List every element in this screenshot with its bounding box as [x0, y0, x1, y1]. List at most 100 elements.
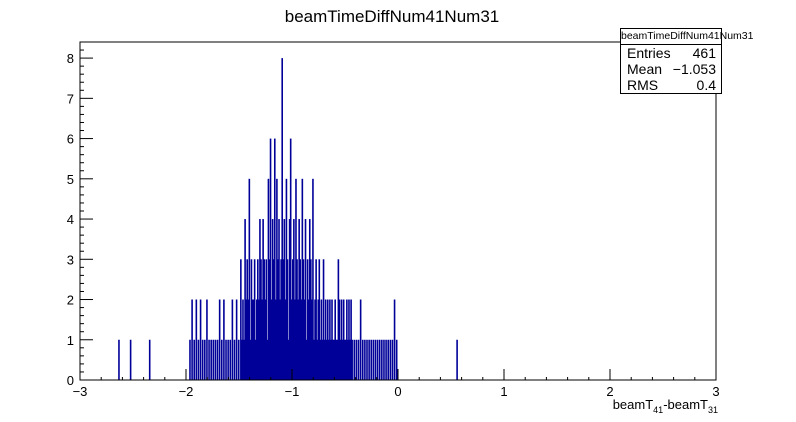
- histogram-bar: [273, 138, 276, 380]
- histogram-bar: [253, 259, 256, 380]
- histogram-bar: [282, 259, 285, 380]
- x-axis-label-sub1: 41: [653, 405, 663, 415]
- histogram-bar: [311, 299, 313, 380]
- histogram-bar: [391, 339, 394, 380]
- histogram-bar: [319, 339, 322, 380]
- histogram-bar: [241, 339, 243, 380]
- stats-rms-value: 0.4: [696, 77, 716, 93]
- stats-row-mean: Mean −1.053: [621, 61, 721, 77]
- histogram-bar: [210, 339, 212, 380]
- histogram-bar: [335, 339, 338, 380]
- histogram-bar: [193, 339, 196, 380]
- chart-title: beamTimeDiffNum41Num31: [285, 7, 499, 26]
- stats-rms-label: RMS: [627, 77, 659, 93]
- y-tick-label: 1: [67, 333, 74, 348]
- histogram-bar: [118, 339, 120, 380]
- x-tick-label: −3: [73, 384, 88, 399]
- histogram-bar: [310, 259, 312, 380]
- histogram-bar: [206, 299, 208, 380]
- histogram-bar: [343, 339, 346, 380]
- histogram-bar: [331, 299, 333, 380]
- histogram-bar: [195, 299, 198, 380]
- histogram-bar: [299, 259, 302, 380]
- x-tick-label: 1: [500, 384, 507, 399]
- stats-mean-label: Mean: [627, 61, 663, 77]
- histogram-bar: [374, 339, 377, 380]
- histogram-bar: [225, 339, 227, 380]
- histogram-bar: [251, 299, 254, 380]
- histogram-bar: [298, 219, 300, 380]
- stats-entries-value: 461: [692, 45, 716, 61]
- histogram-bar: [378, 339, 381, 380]
- histogram-bar: [307, 299, 310, 380]
- histogram-bar: [280, 259, 282, 380]
- y-axis: 0 1 2 3 4 5 6 7 8: [67, 41, 93, 388]
- histogram-bar: [277, 259, 279, 380]
- histogram-bar: [201, 339, 204, 380]
- histogram-bar: [267, 178, 270, 380]
- histogram-bar: [276, 178, 278, 380]
- histogram-bar: [372, 339, 375, 380]
- histogram-bar: [248, 178, 251, 380]
- histogram-bar: [316, 339, 318, 380]
- histogram-bar: [385, 339, 387, 380]
- histogram-bar: [318, 259, 321, 380]
- histogram-bar: [268, 259, 271, 380]
- histogram-bar: [262, 219, 264, 380]
- histogram-bar: [305, 339, 308, 380]
- histogram-bar: [301, 178, 304, 380]
- histogram-bar: [237, 339, 240, 380]
- histogram-bar: [260, 259, 262, 380]
- histogram-bar: [366, 339, 368, 380]
- histogram-bar: [308, 219, 311, 380]
- histogram-bar: [233, 339, 236, 380]
- histogram-bar: [347, 339, 349, 380]
- histogram-bar: [295, 178, 297, 380]
- histogram-bar: [326, 299, 329, 380]
- histogram-bar: [242, 299, 244, 380]
- histogram-bar: [330, 339, 332, 380]
- x-tick-label: −2: [179, 384, 194, 399]
- histogram-bar: [294, 299, 296, 380]
- histogram-bar: [315, 259, 317, 380]
- histogram-bar: [286, 259, 289, 380]
- histogram-bar: [306, 259, 309, 380]
- y-tick-label: 0: [67, 373, 74, 388]
- histogram-bar: [288, 219, 291, 380]
- x-tick-label: 0: [394, 384, 401, 399]
- histogram-bar: [324, 299, 327, 380]
- histogram-bar: [314, 299, 316, 380]
- histogram-bar: [285, 178, 288, 380]
- y-tick-label: 6: [67, 132, 74, 147]
- histogram-bar: [387, 339, 389, 380]
- histogram-bar: [254, 339, 257, 380]
- histogram-bar: [278, 219, 280, 380]
- y-tick-label: 2: [67, 293, 74, 308]
- x-tick-label: 3: [712, 384, 719, 399]
- stats-box: beamTimeDiffNum41Num31 Entries 461 Mean …: [620, 28, 753, 94]
- histogram-bar: [220, 339, 223, 380]
- histogram-bar: [265, 259, 268, 380]
- histogram-bar: [345, 339, 347, 380]
- histogram-bar: [189, 339, 191, 380]
- histogram-bar: [255, 299, 258, 380]
- histogram-bar: [287, 339, 290, 380]
- histogram-bar: [389, 339, 392, 380]
- histogram-bar: [312, 178, 314, 380]
- histogram-bar: [293, 219, 295, 380]
- stats-mean-value: −1.053: [672, 61, 716, 77]
- histogram-bar: [214, 339, 217, 380]
- y-tick-label: 8: [67, 51, 74, 66]
- histogram-bar: [218, 299, 221, 380]
- histogram-bar: [341, 339, 344, 380]
- histogram-bar: [381, 339, 383, 380]
- histogram-bar: [284, 299, 287, 380]
- histogram-bar: [368, 339, 370, 380]
- histogram-bar: [337, 259, 340, 380]
- histogram-bar: [223, 299, 225, 380]
- histogram-bar: [364, 339, 366, 380]
- histogram-bar: [313, 339, 315, 380]
- x-tick-label: 2: [606, 384, 613, 399]
- histogram-bar: [350, 299, 352, 380]
- histogram-bar: [247, 299, 250, 380]
